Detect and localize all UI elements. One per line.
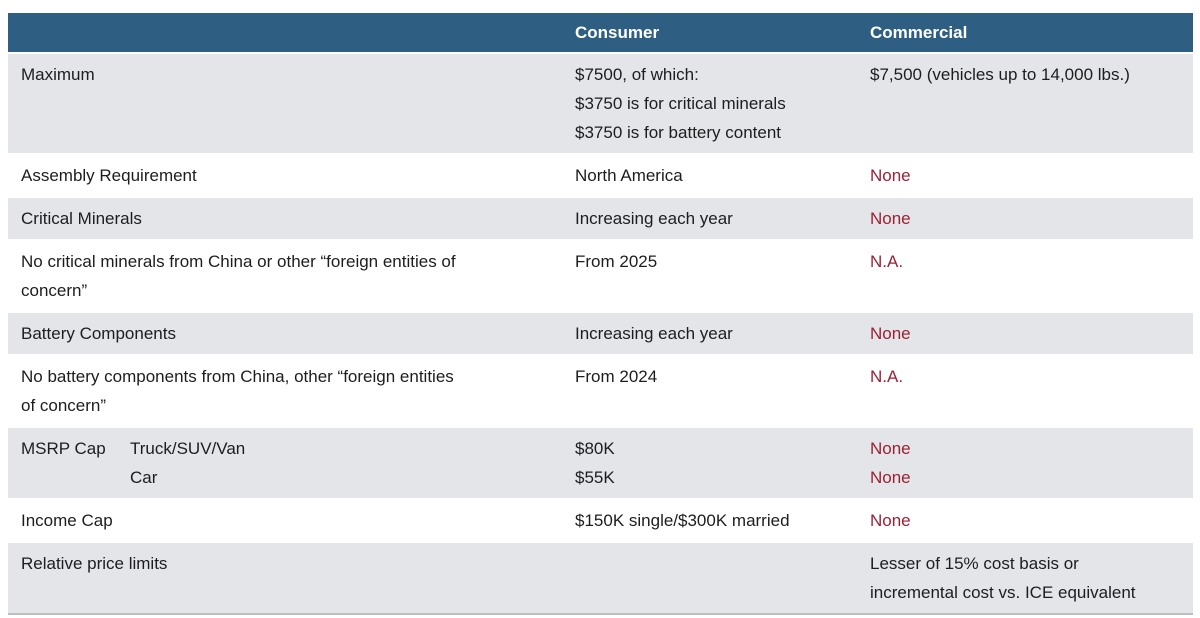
- table-row-msrp-cap: MSRP Cap Truck/SUV/Van Car $80K $55K Non…: [8, 428, 1193, 498]
- consumer-value: Increasing each year: [575, 324, 733, 343]
- row-label: Income Cap: [21, 511, 113, 530]
- consumer-value: $150K single/$300K married: [575, 511, 790, 530]
- table-row-assembly-requirement: Assembly Requirement North America None: [8, 155, 1193, 196]
- commercial-value: None None: [870, 439, 911, 487]
- consumer-value: From 2025: [575, 252, 658, 271]
- commercial-value: None: [870, 209, 911, 228]
- consumer-value: North America: [575, 166, 683, 185]
- table-row-no-critical-minerals-china: No critical minerals from China or other…: [8, 241, 1193, 311]
- consumer-value: $80K $55K: [575, 439, 615, 487]
- table-row-no-battery-components-china: No battery components from China, other …: [8, 356, 1193, 426]
- row-label: No battery components from China, other …: [21, 367, 454, 415]
- table-row-maximum: Maximum $7500, of which: $3750 is for cr…: [8, 54, 1193, 153]
- row-label: Battery Components: [21, 324, 176, 343]
- commercial-value: $7,500 (vehicles up to 14,000 lbs.): [870, 65, 1130, 84]
- table-row-income-cap: Income Cap $150K single/$300K married No…: [8, 500, 1193, 541]
- commercial-value: None: [870, 511, 911, 530]
- table-row-battery-components: Battery Components Increasing each year …: [8, 313, 1193, 354]
- commercial-value: N.A.: [870, 367, 904, 386]
- consumer-value: From 2024: [575, 367, 658, 386]
- table-row-relative-price-limits: Relative price limits Lesser of 15% cost…: [8, 543, 1193, 613]
- row-sublabel: Truck/SUV/Van Car: [130, 439, 246, 487]
- row-label: Critical Minerals: [21, 209, 142, 228]
- row-label: Assembly Requirement: [21, 166, 197, 185]
- row-label-group: MSRP Cap Truck/SUV/Van Car: [8, 434, 575, 492]
- row-label: No critical minerals from China or other…: [21, 252, 456, 300]
- consumer-value: [575, 549, 870, 607]
- row-label: Maximum: [21, 65, 95, 84]
- commercial-value: None: [870, 166, 911, 185]
- row-label: Relative price limits: [21, 554, 168, 573]
- consumer-value: Increasing each year: [575, 209, 733, 228]
- consumer-value: $7500, of which: $3750 is for critical m…: [575, 65, 786, 142]
- header-consumer: Consumer: [575, 23, 660, 42]
- header-commercial: Commercial: [870, 23, 968, 42]
- table-header-row: Consumer Commercial: [8, 13, 1193, 52]
- ev-tax-credit-table: Consumer Commercial Maximum $7500, of wh…: [8, 13, 1193, 615]
- row-label: MSRP Cap: [21, 439, 106, 458]
- commercial-value: None: [870, 324, 911, 343]
- commercial-value: N.A.: [870, 252, 904, 271]
- table-row-critical-minerals: Critical Minerals Increasing each year N…: [8, 198, 1193, 239]
- commercial-value: Lesser of 15% cost basis or incremental …: [870, 554, 1136, 602]
